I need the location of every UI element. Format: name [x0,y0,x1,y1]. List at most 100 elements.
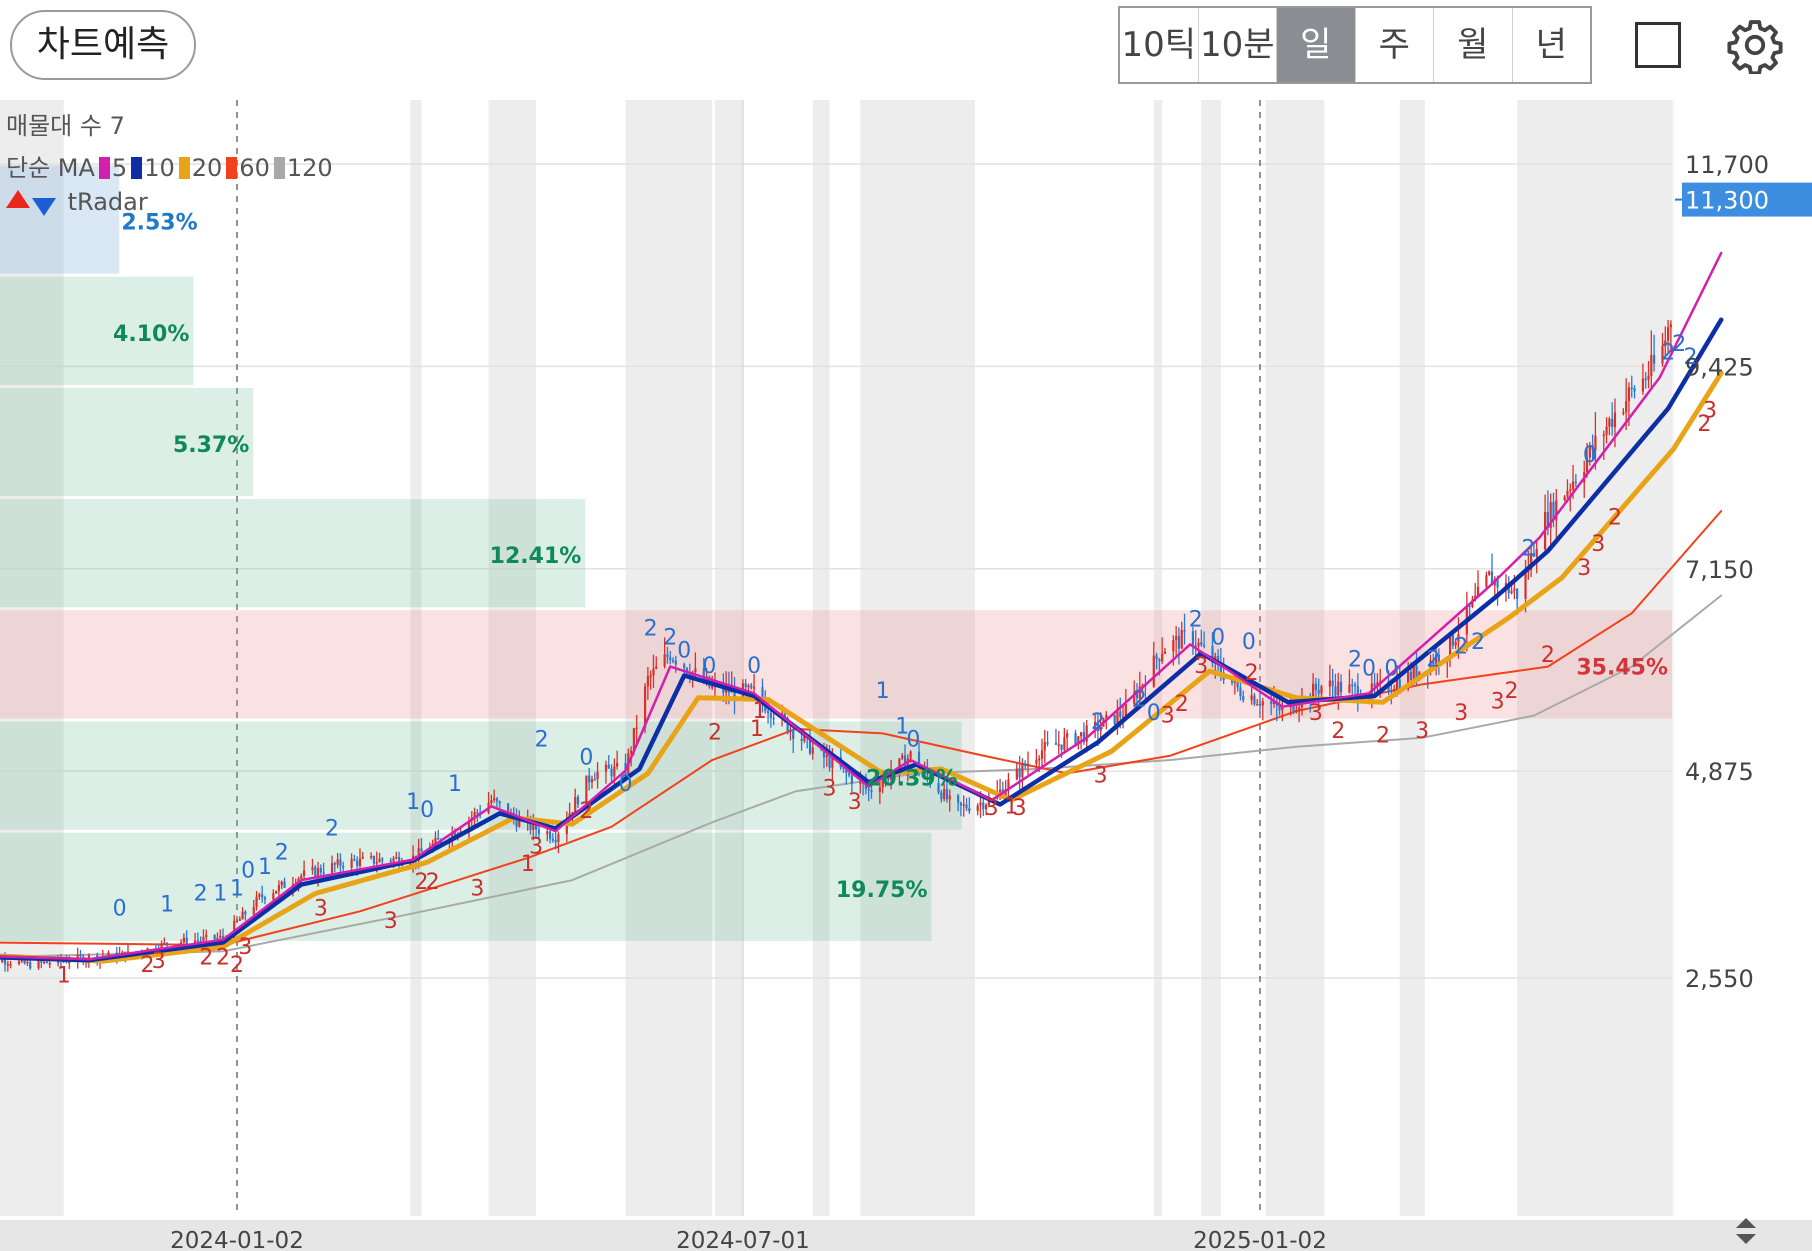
candle-body [610,768,613,777]
candle-body [518,819,521,827]
ma-legend-label: 단순 MA [6,154,95,182]
candle-body [356,860,359,866]
candle-body [1569,489,1572,491]
candle-body [1348,684,1351,693]
candle-body [789,729,792,732]
candle-body [241,911,244,920]
candle-body [1099,726,1102,732]
tab-month[interactable]: 월 [1434,8,1513,82]
signal-label-red: 2 [1608,505,1622,530]
volume-profile-labels: 2.53% 4.10% 5.37% 12.41% 35.45% 20.39% 19.75% [113,211,1668,903]
volume-profile-bar [0,387,254,497]
tab-day[interactable]: 일 [1277,8,1356,82]
signal-label-blue: 2 [1426,648,1440,673]
candle-body [1437,654,1440,663]
candle-body [1574,481,1577,484]
signal-label-blue: 2 [1471,630,1485,655]
candle-body [711,686,714,688]
candle-body [593,779,596,781]
tab-week[interactable]: 주 [1356,8,1434,82]
candle-body [495,798,499,802]
candle-body [937,782,940,793]
candle-body [1082,732,1086,742]
candle-body [557,834,560,843]
candle-body [1585,457,1589,473]
candle-body [845,768,848,774]
candle-body [576,796,580,805]
candle-body [205,934,208,938]
candle-body [1133,692,1136,704]
ma5-legend-label: 5 [111,154,128,182]
candle-body [1476,586,1480,596]
candle-body [909,751,912,759]
signal-label-blue: 2 [644,616,658,641]
candle-body [476,812,479,814]
signal-label-red: 3 [848,790,862,815]
candle-body [319,868,322,873]
volume-profile-label: 19.75% [836,878,928,903]
candle-body [1664,340,1667,347]
candle-body [604,764,608,772]
candle-body [333,863,336,865]
signal-label-red: 2 [579,799,593,824]
candle-body [957,795,960,803]
candle-body [965,804,968,809]
x-tick-label: 2024-07-01 [676,1228,810,1251]
candle-body [529,819,532,831]
candle-body [1040,750,1044,759]
candle-body [1026,763,1030,767]
candle-body [1292,701,1295,712]
candle-body [1418,671,1421,678]
candle-body [378,858,381,863]
scroll-handle-icon[interactable] [1732,1216,1760,1246]
volume-profile-bar [0,276,194,385]
gear-icon[interactable] [1726,16,1784,74]
candle-body [772,717,775,720]
signal-label-red: 3 [1013,796,1027,821]
candle-body [1135,692,1139,699]
candle-body [507,803,510,817]
candle-body [571,812,574,814]
candle-body [1630,387,1633,390]
signal-label-red: 1 [521,852,535,877]
current-price-badge [1682,182,1812,217]
y-tick-label: 2,550 [1685,965,1754,993]
candle-body [199,940,202,943]
candle-body [342,865,345,868]
x-axis-strip [0,1220,1812,1251]
candle-body [1647,375,1650,380]
ma20-layer [0,370,1724,964]
candle-body [1407,671,1410,690]
candle-body [1272,701,1276,704]
candle-body [1194,645,1197,648]
tab-year[interactable]: 년 [1535,25,1567,65]
candle-body [370,856,373,858]
candle-body [1158,659,1161,662]
candle-body [1121,716,1125,719]
candle-body [300,875,303,879]
signal-label-red: 3 [152,949,166,974]
candle-body [79,954,82,957]
candle-body [1409,671,1413,680]
candle-body [867,788,870,791]
volume-profile-legend: 매물대 수 7 [6,112,125,140]
tab-10tick[interactable]: 10틱 [1120,8,1199,82]
signal-label-blue: 1 [160,892,174,917]
candle-body [1261,701,1264,706]
candle-body [1183,629,1186,632]
ma120-legend-label: 120 [286,154,333,182]
tab-10min[interactable]: 10분 [1199,8,1277,82]
ma5-line [0,251,1723,961]
signal-label-blue: 2 [1454,634,1468,659]
candle-body [616,762,619,767]
candle-body [1328,680,1331,687]
candle-body [671,660,675,662]
candle-body [878,787,881,792]
chart-predict-button[interactable]: 차트예측 [10,10,196,80]
candle-body [842,767,845,769]
candle-body [808,736,812,754]
candle-body [1379,680,1382,683]
square-expand-icon[interactable] [1635,22,1681,68]
candle-body [1337,681,1340,696]
